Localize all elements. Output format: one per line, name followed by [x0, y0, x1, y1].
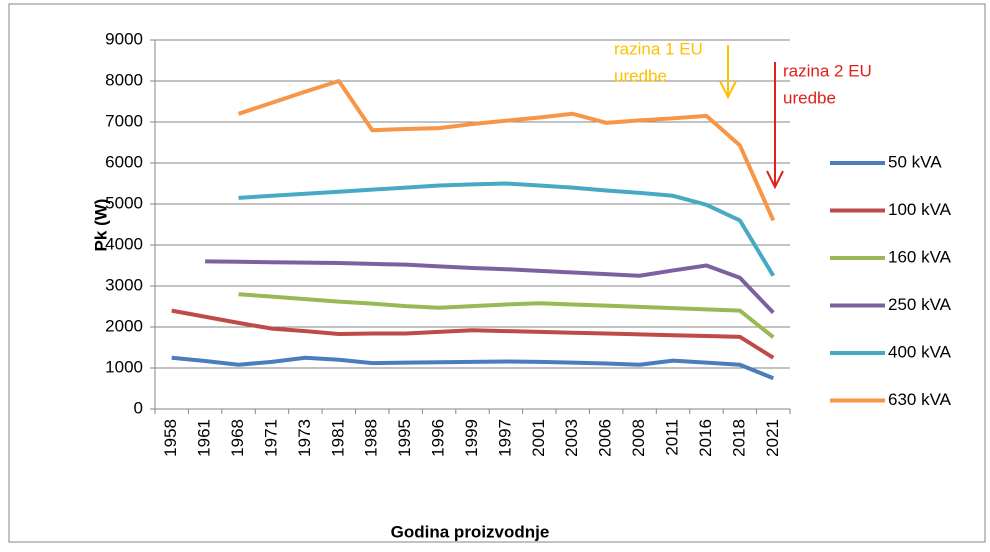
x-tick-label: 2008 — [629, 419, 648, 457]
y-tick-label: 5000 — [105, 193, 143, 212]
annotation-arrowhead — [766, 170, 784, 190]
x-tick-label: 1971 — [261, 419, 280, 457]
series-line — [237, 79, 776, 222]
y-tick-label: 7000 — [105, 111, 143, 130]
annotation-arrowhead — [719, 80, 737, 100]
x-tick-label: 1995 — [395, 419, 414, 457]
y-axis-label: Pk (W) — [91, 199, 110, 252]
annotation-text: razina 1 EU — [614, 39, 703, 58]
y-tick-label: 8000 — [105, 70, 143, 89]
legend-label: 50 kVA — [888, 152, 942, 171]
x-tick-label: 1981 — [328, 419, 347, 457]
chart-border — [8, 3, 986, 543]
legend-label: 100 kVA — [888, 200, 952, 219]
y-tick-label: 0 — [134, 398, 143, 417]
x-tick-label: 1973 — [295, 419, 314, 457]
x-tick-label: 1968 — [228, 419, 247, 457]
x-tick-label: 1996 — [429, 419, 448, 457]
annotation-text: uredbe — [614, 66, 667, 85]
x-tick-label: 2021 — [763, 419, 782, 457]
annotation-text: uredbe — [783, 88, 836, 107]
series-line — [238, 181, 776, 277]
x-axis-label: Godina proizvodnje — [391, 522, 550, 541]
y-tick-label: 3000 — [105, 275, 143, 294]
legend-label: 400 kVA — [888, 342, 952, 361]
series-line — [171, 355, 775, 381]
y-tick-label: 4000 — [105, 234, 143, 253]
x-tick-label: 1958 — [161, 419, 180, 457]
y-tick-label: 2000 — [105, 316, 143, 335]
legend-label: 630 kVA — [888, 390, 952, 409]
legend-label: 250 kVA — [888, 295, 952, 314]
x-tick-label: 2001 — [529, 419, 548, 457]
x-tick-label: 1999 — [462, 419, 481, 457]
x-tick-label: 1961 — [195, 419, 214, 457]
x-tick-label: 2016 — [696, 419, 715, 457]
x-tick-label: 2011 — [663, 419, 682, 456]
y-tick-label: 9000 — [105, 29, 143, 48]
series-line — [238, 292, 775, 339]
y-tick-label: 1000 — [105, 357, 143, 376]
series-line — [171, 308, 775, 360]
legend-label: 160 kVA — [888, 247, 952, 266]
x-tick-label: 2003 — [562, 419, 581, 457]
x-tick-label: 2006 — [596, 419, 615, 457]
annotation-text: razina 2 EU — [783, 61, 872, 80]
x-tick-label: 1997 — [495, 419, 514, 457]
y-tick-label: 6000 — [105, 152, 143, 171]
series-line — [205, 259, 775, 315]
x-tick-label: 1988 — [362, 419, 381, 457]
x-tick-label: 2018 — [729, 419, 748, 457]
